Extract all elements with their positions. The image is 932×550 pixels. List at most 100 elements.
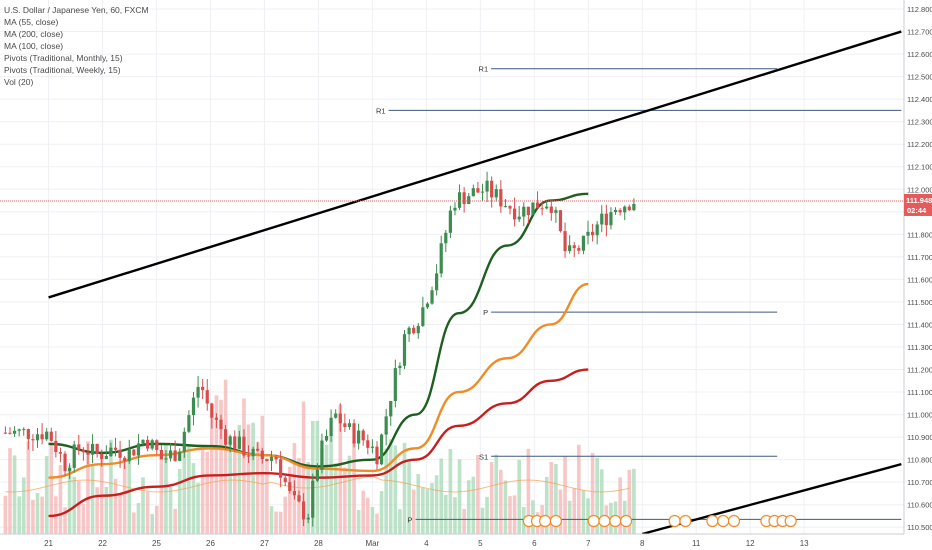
- candle-body: [375, 446, 379, 465]
- volume-bar: [329, 434, 333, 534]
- legend-volume[interactable]: Vol (20): [4, 77, 34, 87]
- candle-body: [17, 429, 21, 431]
- candle-body: [549, 206, 553, 213]
- legend-title[interactable]: U.S. Dollar / Japanese Yen, 60, FXCM: [4, 5, 149, 15]
- y-tick-label: 111.800: [907, 230, 932, 239]
- volume-bar: [182, 446, 187, 534]
- trendline: [48, 30, 902, 299]
- volume-bar: [384, 448, 388, 534]
- volume-bar: [145, 491, 150, 534]
- pivot-label: P: [483, 308, 488, 317]
- candle-body: [508, 206, 512, 209]
- candle-body: [343, 423, 347, 428]
- candle-body: [627, 206, 631, 211]
- x-tick-label: 25: [152, 539, 161, 548]
- volume-bar: [228, 441, 232, 534]
- legend-ma200[interactable]: MA (200, close): [4, 29, 64, 39]
- volume-bar: [356, 510, 361, 534]
- candle-body: [182, 431, 186, 452]
- legend-ma100[interactable]: MA (100, close): [4, 41, 64, 51]
- time-axis-bg: [0, 534, 932, 550]
- candle-body: [338, 413, 342, 424]
- legend-pivots-weekly[interactable]: Pivots (Traditional, Weekly, 15): [4, 65, 121, 75]
- candle-body: [214, 417, 219, 420]
- volume-bar: [595, 457, 599, 534]
- volume-bar: [457, 459, 462, 534]
- volume-bar: [21, 477, 26, 534]
- volume-bar: [375, 513, 379, 534]
- volume-bar: [393, 445, 398, 534]
- y-tick-label: 110.700: [907, 478, 932, 487]
- candle-body: [127, 449, 131, 462]
- pivot-label: R1: [376, 106, 386, 115]
- x-tick-label: 8: [640, 539, 645, 548]
- event-icon: [549, 514, 562, 528]
- candle-body: [315, 469, 319, 481]
- volume-bar: [49, 444, 54, 534]
- volume-bar: [599, 469, 604, 534]
- volume-bar: [430, 483, 434, 534]
- candle-body: [113, 447, 118, 450]
- y-tick-label: 112.800: [907, 5, 932, 14]
- candle-body: [136, 443, 141, 456]
- volume-bar: [214, 395, 219, 534]
- candle-body: [237, 436, 241, 449]
- volume-bar: [187, 446, 191, 534]
- volume-bar: [210, 412, 214, 534]
- volume-bar: [173, 508, 177, 534]
- candle-body: [324, 435, 329, 441]
- volume-bar: [581, 490, 586, 534]
- volume-bar: [471, 476, 476, 534]
- candle-body: [196, 386, 200, 398]
- candle-body: [398, 365, 402, 369]
- candle-body: [572, 245, 576, 249]
- volume-bar: [127, 451, 132, 534]
- volume-bar: [265, 458, 269, 534]
- candle-body: [517, 216, 521, 220]
- candle-body: [476, 188, 480, 193]
- candle-body: [269, 457, 274, 461]
- volume-bar: [517, 459, 521, 534]
- volume-bar: [320, 448, 324, 534]
- candle-body: [618, 210, 622, 213]
- candle-body: [301, 501, 306, 520]
- volume-bar: [554, 464, 558, 534]
- candle-body: [568, 245, 572, 252]
- candle-body: [457, 192, 462, 208]
- volume-bar: [35, 492, 40, 534]
- volume-bar: [572, 488, 577, 534]
- candle-body: [274, 457, 278, 460]
- last-price-value: 111.948: [906, 196, 932, 205]
- volume-bar: [407, 460, 411, 534]
- y-tick-label: 111.600: [907, 275, 932, 284]
- y-tick-label: 110.500: [907, 523, 932, 532]
- y-tick-label: 112.300: [907, 118, 932, 127]
- volume-bar: [76, 481, 81, 534]
- time-axis[interactable]: 21 22 25 26 27 28 Mar 4 5 6 7 8 11 12 13: [44, 539, 809, 548]
- volume-ma-line: [5, 475, 630, 493]
- event-icon: [717, 514, 730, 528]
- volume-bar: [113, 478, 118, 534]
- volume-bar: [352, 440, 356, 534]
- volume-bar: [632, 468, 636, 534]
- candle-body: [577, 248, 581, 251]
- legend-pivots-monthly[interactable]: Pivots (Traditional, Monthly, 15): [4, 53, 123, 63]
- price-axis[interactable]: 110.500 110.600 110.700 110.800 110.900 111.0…: [907, 5, 932, 532]
- candle-body: [379, 434, 384, 465]
- volume-bar: [40, 496, 44, 534]
- candle-body: [407, 327, 411, 335]
- candle-body: [86, 452, 90, 455]
- volume-bar: [17, 496, 21, 534]
- legend-ma55[interactable]: MA (55, close): [4, 17, 59, 27]
- pivot-label: R1: [479, 65, 489, 74]
- candle-body: [297, 495, 301, 502]
- volume-bar: [443, 494, 448, 534]
- volume-bar: [232, 452, 237, 534]
- candle-body: [632, 204, 636, 211]
- volume-bar: [398, 509, 402, 534]
- x-tick-label: 21: [44, 539, 53, 548]
- volume-bar: [8, 448, 12, 534]
- volume-bar: [549, 461, 554, 534]
